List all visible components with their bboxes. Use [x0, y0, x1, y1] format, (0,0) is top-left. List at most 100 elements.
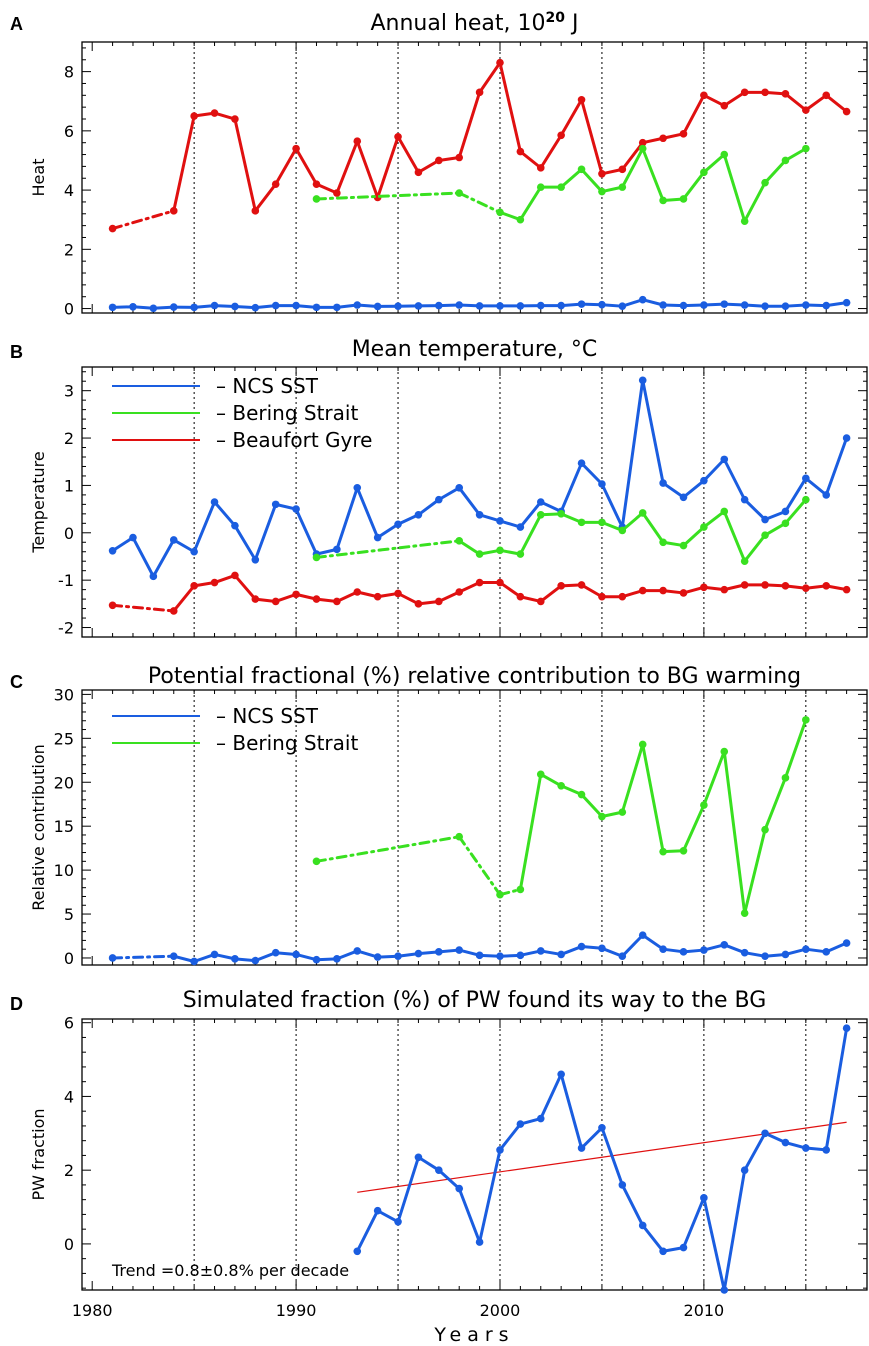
- series-segment: [641, 933, 665, 951]
- data-point: [333, 303, 341, 312]
- data-point: [312, 955, 321, 964]
- data-point: [475, 510, 484, 519]
- x-tick-label: 2000: [480, 1301, 521, 1320]
- y-tick-label: 2: [64, 429, 74, 448]
- data-point: [190, 303, 198, 312]
- y-tick-label: 30: [54, 685, 74, 704]
- series-segment: [580, 793, 604, 819]
- plot-frame: [81, 366, 868, 638]
- data-point: [802, 106, 810, 114]
- data-point: [536, 183, 545, 191]
- data-point: [475, 951, 484, 960]
- data-point: [271, 180, 280, 188]
- series-segment: [783, 92, 808, 112]
- data-point: [557, 131, 565, 140]
- data-point: [496, 546, 504, 555]
- data-point: [598, 518, 606, 527]
- data-point: [822, 948, 831, 956]
- series-segment: [620, 1183, 645, 1227]
- series-segment: [559, 461, 584, 513]
- series-segment: [824, 436, 849, 497]
- series-segment: [722, 457, 747, 502]
- series-segment: [620, 378, 645, 529]
- data-point: [761, 581, 769, 589]
- y-tick-label: 20: [54, 773, 74, 792]
- data-point: [557, 582, 565, 590]
- series-segment: [498, 581, 522, 599]
- data-point: [190, 112, 198, 120]
- data-point: [414, 600, 423, 608]
- data-point: [720, 150, 729, 159]
- data-point: [455, 537, 464, 545]
- data-point: [842, 585, 851, 594]
- y-tick-label: -1: [58, 571, 74, 590]
- y-tick-label: 6: [64, 122, 74, 141]
- data-point: [720, 300, 729, 308]
- series-segment: [518, 500, 543, 529]
- data-point: [414, 302, 423, 310]
- panel-title: Annual heat, 1020 J: [370, 10, 578, 36]
- series-segment: [580, 167, 604, 194]
- data-point: [781, 156, 790, 165]
- series-segment: [396, 591, 420, 606]
- data-point: [129, 533, 137, 542]
- series-segment: [559, 167, 584, 189]
- data-point: [761, 1129, 769, 1138]
- series-segment: [518, 185, 543, 222]
- y-tick-label: 15: [54, 817, 74, 836]
- data-point: [516, 951, 525, 960]
- data-point: [679, 1243, 688, 1252]
- data-point: [720, 747, 729, 756]
- series-segment: [824, 93, 849, 114]
- data-point: [312, 195, 321, 203]
- data-point: [516, 550, 525, 558]
- data-point: [802, 301, 810, 309]
- data-point: [618, 165, 627, 174]
- data-point: [638, 931, 647, 939]
- series-segment: [722, 1168, 747, 1292]
- y-tick-label: 1: [64, 476, 74, 495]
- series-segment: [518, 513, 543, 556]
- trend-annotation: Trend =0.8±0.8% per decade: [111, 1261, 349, 1280]
- plot-frame: [81, 41, 868, 314]
- data-point: [638, 740, 647, 749]
- data-point: [822, 1146, 831, 1154]
- data-point: [659, 538, 667, 547]
- y-tick-label: 3: [64, 382, 74, 401]
- data-point: [169, 207, 178, 215]
- data-point: [231, 571, 239, 580]
- data-point: [435, 948, 443, 956]
- y-axis-label: Heat: [29, 159, 48, 197]
- data-point: [210, 109, 219, 117]
- series-segment: [437, 486, 461, 502]
- data-point: [781, 507, 790, 516]
- data-point: [720, 101, 729, 110]
- data-point: [822, 491, 831, 499]
- data-point: [577, 300, 586, 308]
- series-segment: [722, 750, 747, 915]
- series-segment: [253, 182, 278, 213]
- data-point: [271, 500, 280, 509]
- data-point: [740, 217, 749, 225]
- data-point: [496, 578, 504, 587]
- series-segment: [702, 509, 726, 529]
- data-point: [353, 301, 362, 309]
- series-segment: [376, 522, 400, 540]
- data-point: [496, 890, 504, 899]
- series-segment: [396, 1155, 420, 1224]
- y-tick-label: 2: [64, 240, 74, 259]
- data-point: [740, 88, 749, 97]
- data-point: [618, 952, 627, 961]
- data-point: [333, 189, 341, 197]
- data-point: [435, 495, 443, 504]
- data-point: [455, 189, 464, 197]
- data-point: [700, 801, 708, 809]
- data-point: [740, 948, 749, 957]
- series-segment: [743, 533, 767, 563]
- data-point: [598, 480, 606, 488]
- data-point: [455, 1184, 464, 1193]
- series-segment: [681, 1196, 706, 1250]
- data-point: [312, 553, 321, 562]
- data-point: [679, 846, 688, 855]
- data-point: [435, 301, 443, 310]
